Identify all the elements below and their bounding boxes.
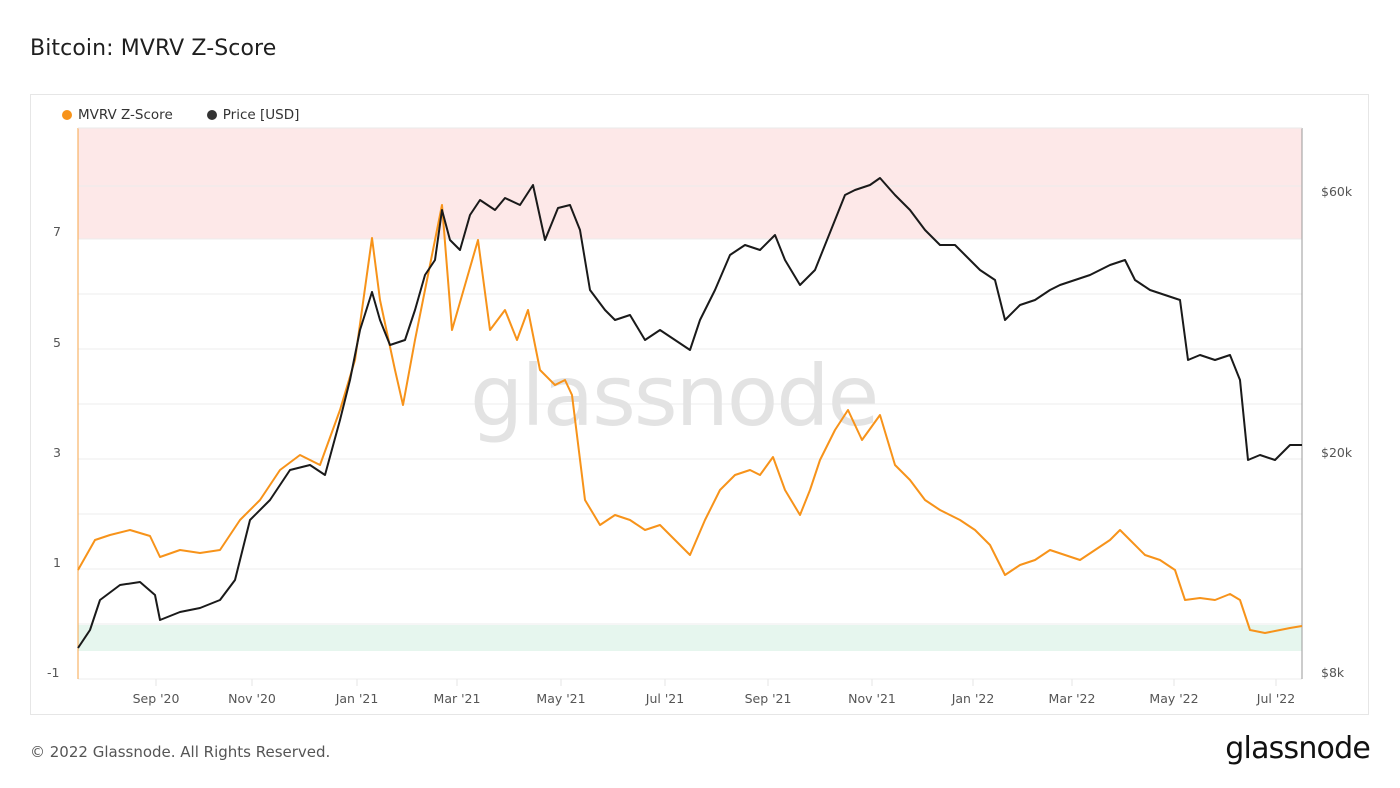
page-title: Bitcoin: MVRV Z-Score	[30, 36, 277, 61]
x-tick-label: May '22	[1149, 691, 1198, 706]
x-tick-label: Sep '20	[133, 691, 180, 706]
right-tick-label: $8k	[1321, 665, 1345, 680]
left-tick-label: 7	[53, 224, 61, 239]
x-tick-label: Jan '22	[951, 691, 995, 706]
x-tick-label: Jul '22	[1256, 691, 1295, 706]
legend-label-price: Price [USD]	[222, 107, 300, 123]
left-tick-label: 3	[53, 445, 61, 460]
left-axis-labels: 7 5 3 1 -1	[47, 224, 61, 680]
glassnode-logo: glassnode	[1225, 731, 1371, 766]
x-tick-label: Jan '21	[335, 691, 379, 706]
x-tick-label: Mar '22	[1049, 691, 1096, 706]
left-tick-label: 1	[53, 555, 61, 570]
right-tick-label: $60k	[1321, 184, 1353, 199]
x-tick-label: Nov '21	[848, 691, 896, 706]
left-tick-label: -1	[47, 665, 59, 680]
overvalued-band	[78, 128, 1302, 239]
x-tick-label: Sep '21	[745, 691, 792, 706]
gridlines	[78, 185, 1302, 680]
x-tick-label: Nov '20	[228, 691, 276, 706]
legend-item-mvrv[interactable]: MVRV Z-Score	[62, 107, 173, 123]
copyright-text: © 2022 Glassnode. All Rights Reserved.	[30, 743, 331, 761]
x-tick-label: May '21	[536, 691, 585, 706]
right-axis-labels: $60k $20k $8k	[1321, 184, 1353, 680]
legend-item-price[interactable]: Price [USD]	[206, 107, 300, 123]
chart-legend: MVRV Z-Score Price [USD]	[62, 107, 299, 123]
x-axis-labels: Sep '20 Nov '20 Jan '21 Mar '21 May '21 …	[133, 691, 1296, 706]
right-tick-label: $20k	[1321, 445, 1353, 460]
x-tick-label: Jul '21	[645, 691, 684, 706]
watermark: glassnode	[470, 347, 877, 445]
mvrv-dot-icon	[62, 110, 72, 120]
x-tick-label: Mar '21	[434, 691, 481, 706]
mvrv-zscore-line[interactable]	[77, 204, 1303, 634]
price-line[interactable]	[77, 177, 1302, 649]
x-tick-marks	[155, 679, 1277, 686]
price-dot-icon	[206, 110, 217, 120]
undervalued-band	[78, 625, 1302, 651]
legend-label-mvrv: MVRV Z-Score	[78, 107, 173, 123]
left-tick-label: 5	[53, 335, 61, 350]
